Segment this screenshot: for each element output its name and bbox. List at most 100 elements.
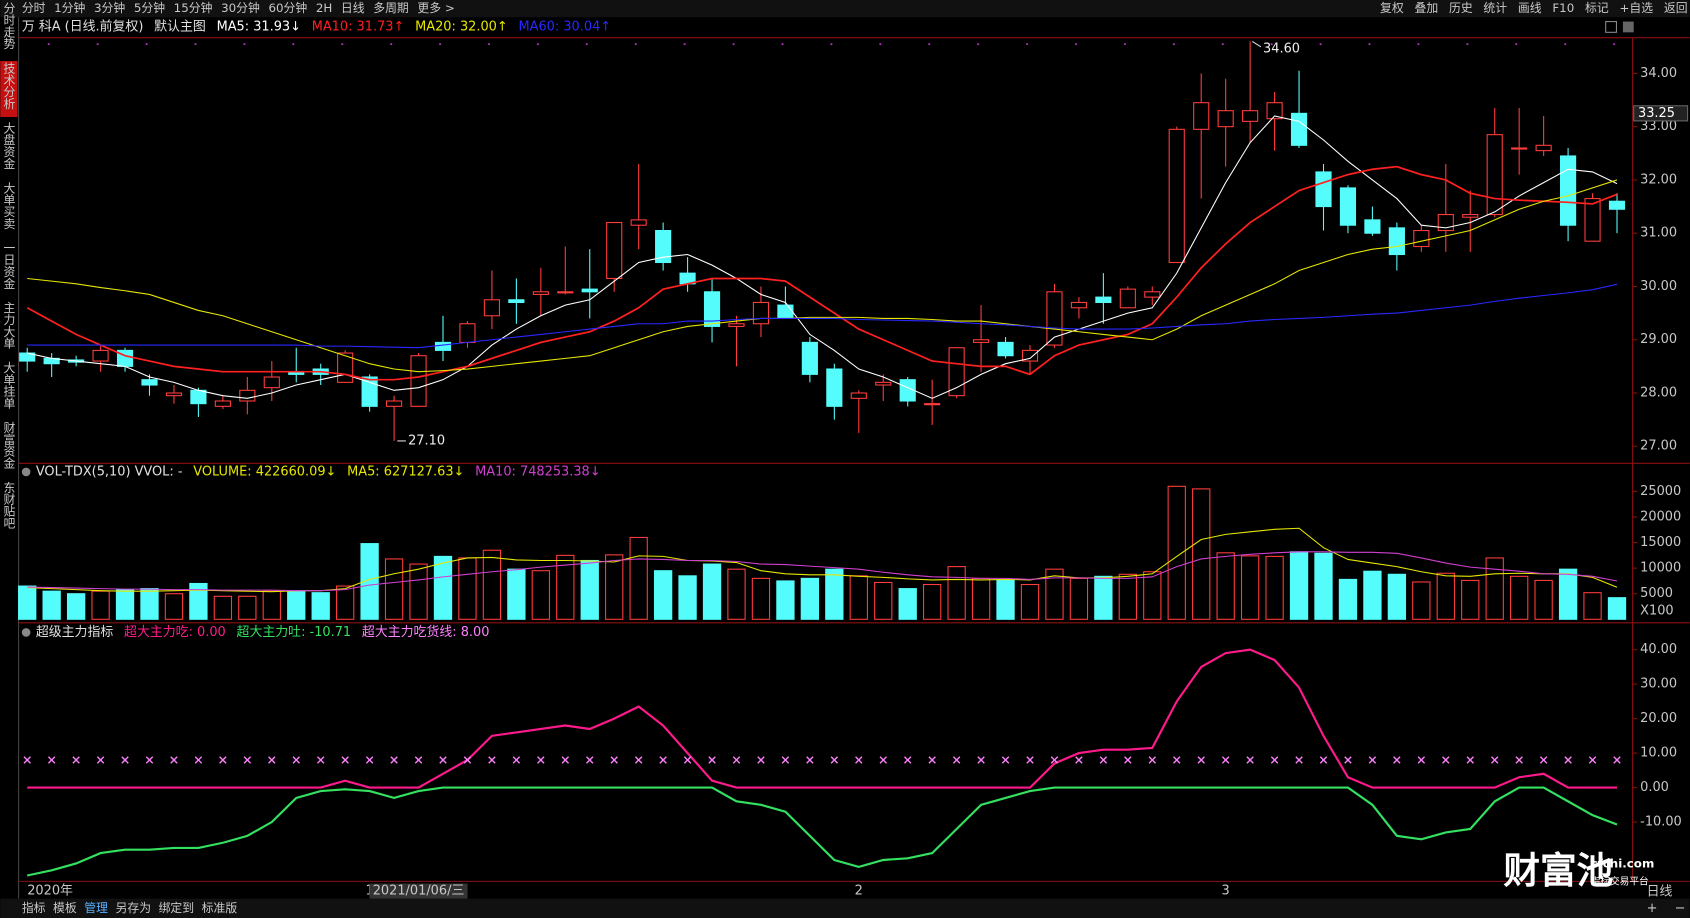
x-tick-label: 2021/01/06/三	[373, 884, 465, 899]
decor-dot	[439, 43, 442, 46]
cross-marker	[879, 756, 887, 764]
ma-line	[26, 165, 1618, 381]
tool-button[interactable]: 标记	[1585, 1, 1609, 15]
decor-dot	[977, 43, 980, 46]
volume-bar	[1094, 575, 1113, 620]
bottom-tab[interactable]: 标准版	[202, 901, 238, 915]
y-tick-label: 30.00	[1640, 279, 1677, 294]
tool-button[interactable]: 历史	[1449, 1, 1473, 15]
y-tick-label: 25000	[1640, 484, 1681, 499]
volume-bar	[482, 549, 502, 620]
period-tab[interactable]: 分时	[22, 1, 46, 15]
candle-body	[1144, 291, 1161, 298]
decor-dot	[1466, 43, 1469, 46]
sidebar-tab[interactable]: 东财贴吧	[2, 481, 16, 528]
tool-button[interactable]: 返回	[1664, 1, 1688, 15]
watermark-tagline: 指标交易平台	[1591, 874, 1649, 887]
candle-body	[630, 219, 647, 226]
period-tab[interactable]: 多周期	[373, 1, 409, 15]
legend-entry: MA20: 32.00↑	[415, 19, 508, 34]
bottom-tab[interactable]: 指标	[22, 901, 46, 915]
y-tick-label: 5000	[1640, 586, 1673, 601]
candle-body	[483, 299, 500, 317]
tool-button[interactable]: +自选	[1619, 1, 1653, 15]
zoom-button[interactable]: +	[1647, 901, 1658, 916]
sidebar-tab[interactable]: 财富资金	[2, 421, 16, 469]
cross-marker	[1295, 756, 1303, 764]
candle-body	[1119, 288, 1136, 309]
volume-bar	[1387, 573, 1407, 620]
period-tab[interactable]: 更多 >	[417, 1, 454, 15]
decor-dot	[243, 43, 246, 46]
period-label: 日线	[1647, 885, 1673, 900]
y-tick-label: 34.00	[1640, 66, 1677, 81]
candle-body	[239, 389, 256, 402]
volume-bar	[1412, 581, 1431, 620]
decor-dot	[879, 43, 882, 46]
zoom-button[interactable]: −	[1675, 901, 1686, 916]
cross-marker	[1026, 756, 1034, 764]
period-tab[interactable]: 1分钟	[54, 1, 85, 15]
volume-bar	[776, 580, 795, 620]
volume-bar	[1265, 555, 1284, 620]
last-price-label: 33.25	[1638, 106, 1675, 121]
volume-bar	[1558, 568, 1578, 620]
tool-button[interactable]: 复权	[1380, 1, 1404, 15]
sidebar-tab[interactable]: 大单挂单	[2, 361, 16, 410]
legend-entry: 超大主力吐: -10.71	[237, 625, 352, 640]
volume-bar	[1436, 572, 1455, 620]
candle-body	[1486, 134, 1503, 216]
cross-marker	[708, 756, 716, 764]
y-tick-label: 31.00	[1640, 226, 1677, 241]
sidebar-tab[interactable]: 分时走势	[2, 2, 16, 49]
period-tab[interactable]: 日线	[341, 1, 365, 15]
period-tab[interactable]: 30分钟	[221, 1, 260, 15]
y-tick-label: 10000	[1640, 561, 1681, 576]
volume-bar	[1069, 577, 1089, 620]
legend-entry: MA10: 748253.38↓	[475, 464, 600, 479]
tool-button[interactable]: 叠加	[1415, 1, 1439, 15]
layout-icon[interactable]	[1622, 21, 1634, 33]
volume-bar	[1607, 597, 1627, 620]
ma-line	[27, 283, 1618, 349]
period-tab[interactable]: 15分钟	[174, 1, 213, 15]
volume-bar	[1045, 568, 1064, 620]
tool-button[interactable]: 画线	[1518, 1, 1542, 15]
sidebar-tab[interactable]: 大盘资金	[2, 121, 16, 169]
bottom-tab[interactable]: 绑定到	[159, 901, 195, 915]
sidebar-tab[interactable]: 主力大单	[2, 301, 16, 350]
decor-dot	[536, 43, 539, 46]
settings-icon[interactable]	[1605, 21, 1618, 33]
sidebar-tab[interactable]: 大单买卖	[2, 181, 16, 230]
volume-bar	[458, 557, 477, 620]
period-tab[interactable]: 2H	[316, 1, 332, 15]
tool-button[interactable]: 统计	[1483, 1, 1507, 15]
bottom-tab[interactable]: 另存为	[116, 901, 152, 915]
legend-entry: MA10: 31.73↑	[312, 19, 405, 34]
indicator-line	[26, 786, 1618, 877]
volume-title: VOL-TDX(5,10) VVOL: -	[36, 464, 183, 479]
decor-dot	[585, 43, 588, 46]
cross-marker	[1539, 756, 1548, 764]
candle-body	[1168, 128, 1185, 264]
candle-body	[581, 288, 598, 293]
period-tab[interactable]: 3分钟	[94, 1, 125, 15]
decor-dot	[1221, 43, 1224, 46]
candle-body	[141, 379, 158, 386]
volume-bar	[1192, 488, 1211, 620]
bottom-tab[interactable]: 管理	[84, 901, 108, 915]
bottom-tab[interactable]: 模板	[53, 901, 77, 915]
min-label: 27.10	[408, 433, 445, 448]
tool-button[interactable]: F10	[1552, 1, 1574, 15]
sidebar-tab[interactable]: 技术分析	[2, 62, 16, 110]
volume-bar	[18, 585, 37, 620]
candle-body	[190, 389, 207, 405]
legend-entry: 超大主力吃货线: 8.00	[362, 624, 490, 640]
period-tab[interactable]: 60分钟	[268, 1, 307, 15]
decor-dot	[96, 43, 99, 46]
candle-body	[434, 341, 452, 351]
period-tab[interactable]: 5分钟	[134, 1, 165, 15]
sidebar-tab[interactable]: 一日资金	[2, 242, 16, 289]
volume-bar	[311, 592, 330, 620]
